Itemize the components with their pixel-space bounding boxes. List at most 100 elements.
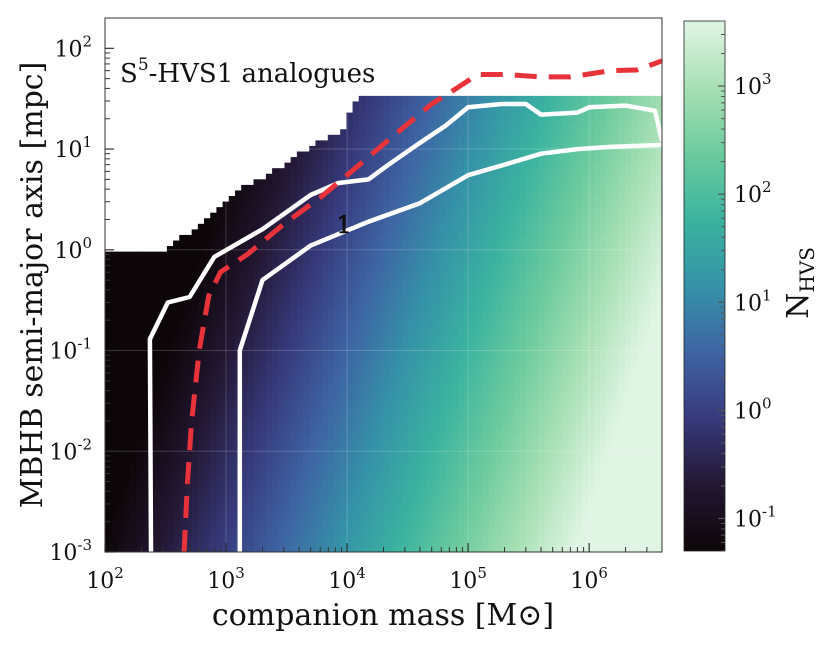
- heatmap-cell: [278, 179, 286, 186]
- heatmap-cell: [445, 501, 453, 509]
- heatmap-cell: [253, 396, 261, 403]
- heatmap-cell: [340, 296, 347, 303]
- heatmap-cell: [284, 379, 292, 386]
- heatmap-cell: [185, 407, 193, 414]
- heatmap-cell: [439, 540, 446, 548]
- heatmap-cell: [519, 179, 527, 186]
- heatmap-cell: [463, 279, 471, 286]
- heatmap-cell: [426, 351, 434, 358]
- heatmap-cell: [142, 379, 149, 386]
- heatmap-cell: [327, 179, 335, 186]
- heatmap-cell: [105, 451, 112, 459]
- heatmap-cell: [222, 496, 230, 503]
- heatmap-cell: [482, 257, 490, 264]
- heatmap-cell: [507, 390, 515, 397]
- heatmap-cell: [433, 479, 440, 486]
- heatmap-cell: [457, 346, 465, 353]
- heatmap-cell: [408, 463, 416, 470]
- heatmap-cell: [290, 335, 298, 342]
- heatmap-cell: [463, 168, 471, 175]
- heatmap-cell: [296, 190, 304, 197]
- heatmap-cell: [445, 451, 453, 459]
- heatmap-cell: [532, 385, 539, 392]
- heatmap-cell: [402, 168, 409, 175]
- heatmap-cell: [395, 318, 403, 325]
- heatmap-cell: [272, 251, 279, 258]
- heatmap-cell: [216, 257, 224, 264]
- heatmap-cell: [395, 407, 403, 414]
- heatmap-cell: [513, 296, 521, 303]
- heatmap-cell: [414, 457, 422, 464]
- heatmap-cell: [519, 212, 527, 219]
- heatmap-cell: [402, 390, 409, 397]
- heatmap-cell: [414, 540, 422, 548]
- heatmap-cell: [197, 296, 205, 303]
- heatmap-cell: [315, 296, 323, 303]
- heatmap-cell: [303, 268, 310, 275]
- heatmap-cell: [389, 101, 397, 108]
- heatmap-cell: [494, 134, 502, 141]
- heatmap-cell: [296, 329, 304, 336]
- heatmap-cell: [519, 229, 527, 236]
- heatmap-cell: [185, 323, 193, 331]
- heatmap-cell: [371, 123, 378, 130]
- heatmap-cell: [433, 474, 440, 481]
- heatmap-cell: [463, 496, 471, 503]
- heatmap-cell: [290, 357, 298, 364]
- heatmap-cell: [228, 507, 236, 514]
- heatmap-cell: [142, 385, 149, 392]
- heatmap-cell: [395, 368, 403, 375]
- heatmap-cell: [321, 468, 329, 475]
- heatmap-cell: [303, 440, 310, 447]
- heatmap-cell: [272, 201, 279, 208]
- heatmap-cell: [420, 479, 428, 486]
- heatmap-cell: [408, 140, 416, 147]
- heatmap-cell: [309, 268, 317, 275]
- heatmap-cell: [247, 412, 255, 420]
- heatmap-cell: [488, 329, 496, 336]
- heatmap-cell: [501, 179, 508, 186]
- heatmap-cell: [383, 290, 391, 297]
- heatmap-cell: [265, 335, 273, 342]
- heatmap-cell: [191, 318, 199, 325]
- heatmap-cell: [135, 368, 143, 375]
- heatmap-cell: [488, 451, 496, 459]
- heatmap-cell: [426, 513, 434, 520]
- heatmap-cell: [532, 468, 539, 475]
- heatmap-cell: [426, 501, 434, 509]
- heatmap-cell: [513, 173, 521, 180]
- heatmap-cell: [333, 379, 341, 386]
- heatmap-cell: [501, 513, 508, 520]
- heatmap-cell: [315, 524, 323, 531]
- heatmap-cell: [408, 262, 416, 269]
- heatmap-cell: [333, 490, 341, 497]
- heatmap-cell: [433, 490, 440, 497]
- heatmap-cell: [284, 340, 292, 347]
- heatmap-cell: [494, 374, 502, 381]
- heatmap-cell: [451, 323, 459, 331]
- heatmap-cell: [408, 407, 416, 414]
- heatmap-cell: [340, 496, 347, 503]
- heatmap-cell: [445, 346, 453, 353]
- heatmap-cell: [463, 201, 471, 208]
- heatmap-cell: [408, 496, 416, 503]
- heatmap-cell: [488, 340, 496, 347]
- heatmap-cell: [426, 218, 434, 225]
- heatmap-cell: [525, 429, 533, 436]
- heatmap-cell: [488, 463, 496, 470]
- heatmap-cell: [340, 301, 347, 308]
- heatmap-cell: [185, 485, 193, 492]
- heatmap-cell: [272, 301, 279, 308]
- heatmap-cell: [463, 390, 471, 397]
- heatmap-cell: [259, 346, 267, 353]
- heatmap-cell: [309, 368, 317, 375]
- heatmap-cell: [247, 240, 255, 247]
- heatmap-cell: [333, 218, 341, 225]
- heatmap-cell: [377, 513, 385, 520]
- heatmap-cell: [525, 140, 533, 147]
- heatmap-cell: [204, 440, 211, 447]
- heatmap-cell: [445, 134, 453, 141]
- heatmap-cell: [204, 535, 211, 542]
- heatmap-cell: [507, 407, 515, 414]
- heatmap-cell: [340, 190, 347, 197]
